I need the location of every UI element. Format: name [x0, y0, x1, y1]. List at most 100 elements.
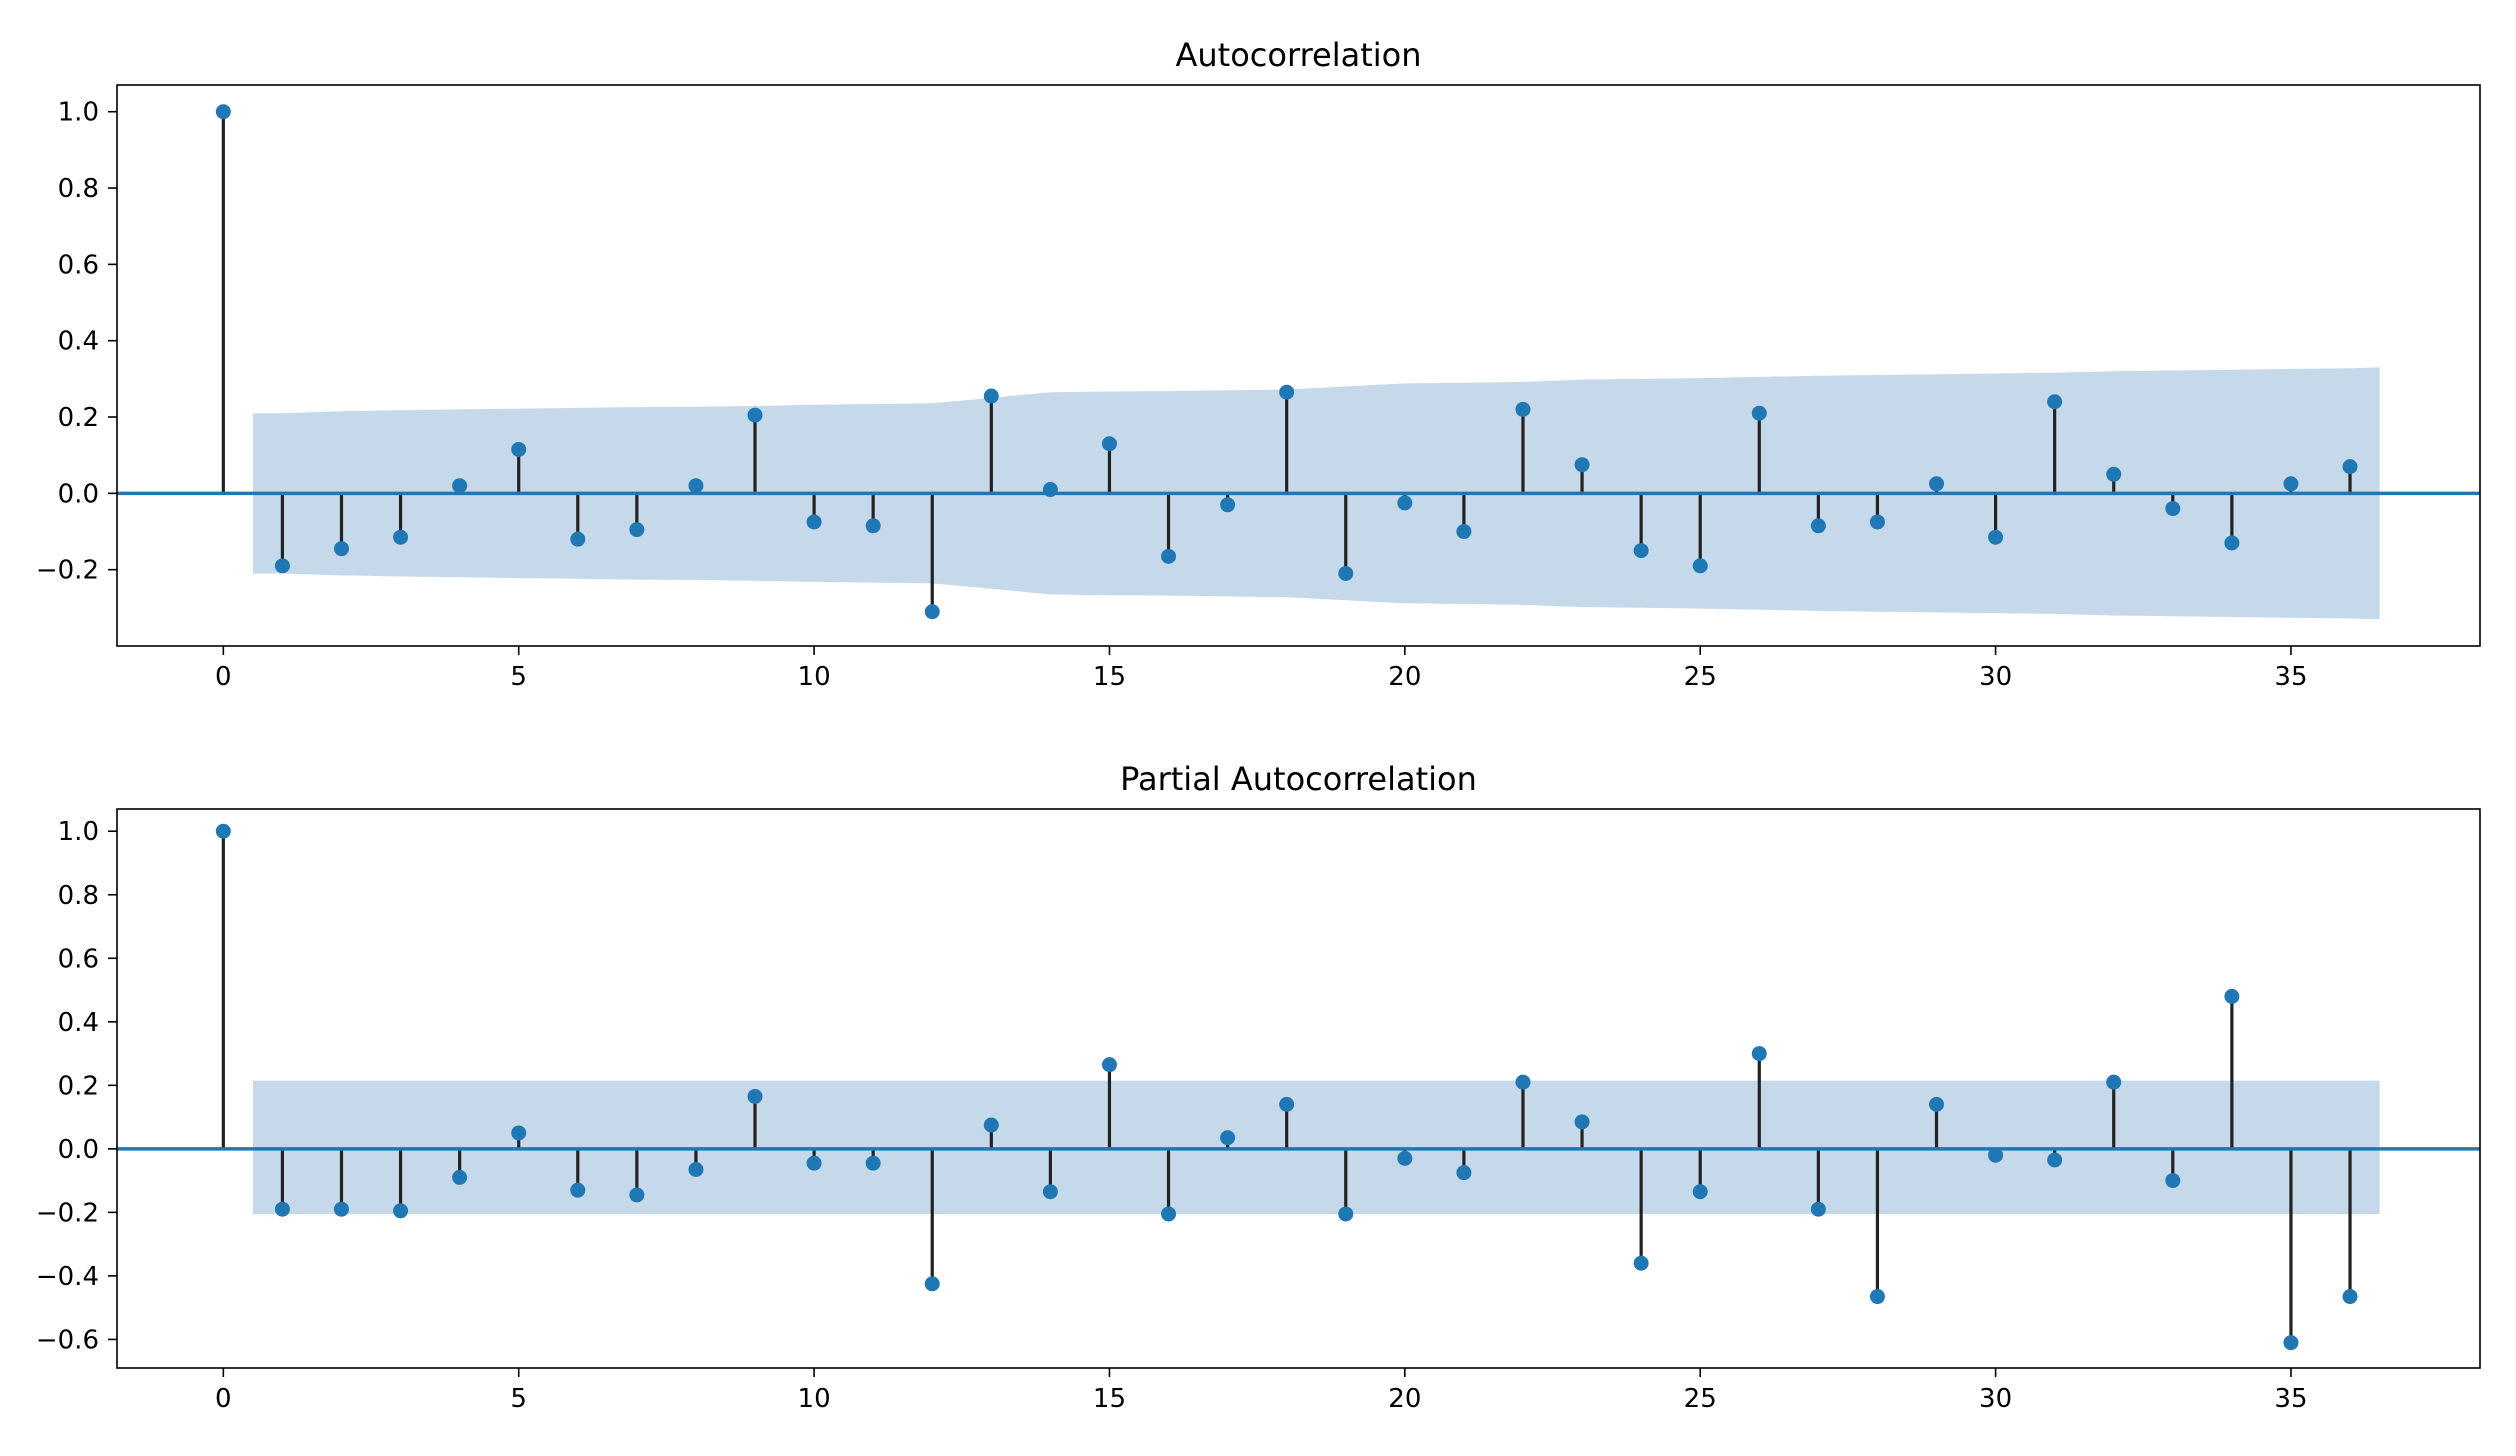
pacf-panel: Partial Autocorrelation 0 5 10 15 20 25 30 35 1.… — [36, 760, 2481, 1414]
acf-marker-lag-23 — [1574, 457, 1590, 473]
pacf-marker-lag-7 — [629, 1187, 645, 1203]
acf-marker-lag-24 — [1633, 543, 1649, 559]
acf-marker-lag-34 — [2224, 535, 2240, 551]
acf-marker-lag-19 — [1338, 565, 1354, 581]
acf-marker-lag-12 — [924, 604, 940, 620]
pacf-xtick-label-35: 35 — [2274, 1384, 2307, 1414]
pacf-marker-lag-33 — [2165, 1173, 2181, 1189]
pacf-xtick-label-30: 30 — [1979, 1384, 2012, 1414]
pacf-marker-lag-29 — [1929, 1096, 1945, 1112]
pacf-marker-lag-32 — [2106, 1074, 2122, 1090]
acf-marker-lag-18 — [1279, 384, 1295, 400]
pacf-marker-lag-10 — [806, 1155, 822, 1171]
pacf-ytick-label-7: −0.4 — [36, 1262, 99, 1292]
pacf-ytick-label-4: 0.2 — [58, 1071, 99, 1101]
pacf-marker-lag-34 — [2224, 988, 2240, 1004]
pacf-marker-lag-22 — [1515, 1074, 1531, 1090]
pacf-marker-lag-9 — [747, 1088, 763, 1104]
acf-marker-lag-17 — [1220, 497, 1236, 513]
pacf-marker-lag-18 — [1279, 1096, 1295, 1112]
pacf-marker-lag-16 — [1161, 1206, 1177, 1222]
pacf-marker-lag-26 — [1751, 1046, 1767, 1062]
acf-ytick-label-6: −0.2 — [36, 556, 99, 586]
acf-marker-lag-0 — [215, 104, 231, 120]
acf-axes-frame — [116, 84, 2481, 647]
acf-marker-lag-21 — [1456, 524, 1472, 540]
acf-marker-lag-3 — [393, 529, 409, 545]
acf-ytick-label-4: 0.2 — [58, 403, 99, 433]
pacf-marker-lag-31 — [2047, 1152, 2063, 1168]
pacf-ytick-label-0: 1.0 — [58, 817, 99, 847]
pacf-marker-lag-15 — [1101, 1057, 1117, 1073]
acf-marker-lag-14 — [1042, 482, 1058, 498]
pacf-xtick-label-25: 25 — [1684, 1384, 1717, 1414]
acf-ytick-label-2: 0.6 — [58, 250, 99, 280]
acf-xtick-label-30: 30 — [1979, 662, 2012, 692]
acf-marker-lag-20 — [1397, 495, 1413, 511]
pacf-ytick-label-3: 0.4 — [58, 1008, 99, 1038]
acf-marker-lag-8 — [688, 478, 704, 494]
pacf-marker-lag-28 — [1869, 1289, 1885, 1305]
acf-marker-lag-36 — [2342, 459, 2358, 475]
acf-marker-lag-15 — [1101, 436, 1117, 452]
acf-marker-lag-30 — [1988, 529, 2004, 545]
acf-marker-lag-29 — [1929, 476, 1945, 492]
pacf-xtick-label-0: 0 — [215, 1384, 232, 1414]
pacf-marker-lag-6 — [570, 1182, 586, 1198]
pacf-marker-lag-30 — [1988, 1147, 2004, 1163]
pacf-marker-lag-19 — [1338, 1206, 1354, 1222]
acf-marker-lag-11 — [865, 518, 881, 534]
pacf-marker-lag-35 — [2283, 1335, 2299, 1351]
acf-xtick-label-10: 10 — [798, 662, 831, 692]
acf-xtick-label-5: 5 — [510, 662, 527, 692]
acf-xtick-label-0: 0 — [215, 662, 232, 692]
pacf-marker-lag-27 — [1810, 1201, 1826, 1217]
acf-marker-lag-31 — [2047, 394, 2063, 410]
acf-marker-lag-5 — [511, 441, 527, 457]
acf-panel: Autocorrelation 0 5 10 15 20 25 30 35 1.0 0.8 0.6 0… — [36, 36, 2481, 692]
acf-marker-lag-9 — [747, 407, 763, 423]
pacf-marker-lag-13 — [983, 1117, 999, 1133]
pacf-marker-lag-12 — [924, 1276, 940, 1292]
pacf-marker-lag-11 — [865, 1155, 881, 1171]
pacf-marker-lag-2 — [333, 1201, 349, 1217]
acf-xtick-label-35: 35 — [2274, 662, 2307, 692]
pacf-marker-lag-21 — [1456, 1165, 1472, 1181]
acf-xtick-label-20: 20 — [1388, 662, 1421, 692]
pacf-ytick-label-8: −0.6 — [36, 1325, 99, 1355]
acf-ytick-label-5: 0.0 — [58, 479, 99, 509]
acf-title: Autocorrelation — [1176, 36, 1422, 74]
acf-marker-lag-25 — [1692, 558, 1708, 574]
pacf-xtick-label-5: 5 — [510, 1384, 527, 1414]
pacf-marker-lag-17 — [1220, 1130, 1236, 1146]
pacf-ytick-label-6: −0.2 — [36, 1198, 99, 1228]
acf-ytick-label-0: 1.0 — [58, 98, 99, 128]
acf-marker-lag-10 — [806, 514, 822, 530]
acf-xtick-label-15: 15 — [1093, 662, 1126, 692]
acf-marker-lag-16 — [1161, 548, 1177, 564]
acf-marker-lag-22 — [1515, 401, 1531, 417]
pacf-marker-lag-4 — [452, 1169, 468, 1185]
pacf-ytick-label-5: 0.0 — [58, 1135, 99, 1165]
pacf-xtick-label-15: 15 — [1093, 1384, 1126, 1414]
pacf-xtick-label-10: 10 — [798, 1384, 831, 1414]
pacf-axes-frame — [116, 808, 2481, 1369]
pacf-marker-lag-25 — [1692, 1184, 1708, 1200]
acf-marker-lag-35 — [2283, 476, 2299, 492]
pacf-xtick-label-20: 20 — [1388, 1384, 1421, 1414]
pacf-marker-lag-5 — [511, 1125, 527, 1141]
pacf-marker-lag-1 — [274, 1201, 290, 1217]
pacf-ytick-label-2: 0.6 — [58, 944, 99, 974]
pacf-marker-lag-8 — [688, 1161, 704, 1177]
acf-marker-lag-28 — [1869, 514, 1885, 530]
acf-marker-lag-2 — [333, 541, 349, 557]
pacf-marker-lag-24 — [1633, 1255, 1649, 1271]
pacf-title: Partial Autocorrelation — [1120, 760, 1477, 798]
acf-ytick-label-1: 0.8 — [58, 174, 99, 204]
acf-ytick-label-3: 0.4 — [58, 327, 99, 357]
acf-marker-lag-7 — [629, 522, 645, 538]
acf-marker-lag-32 — [2106, 466, 2122, 482]
acf-marker-lag-33 — [2165, 501, 2181, 517]
acf-marker-lag-13 — [983, 388, 999, 404]
